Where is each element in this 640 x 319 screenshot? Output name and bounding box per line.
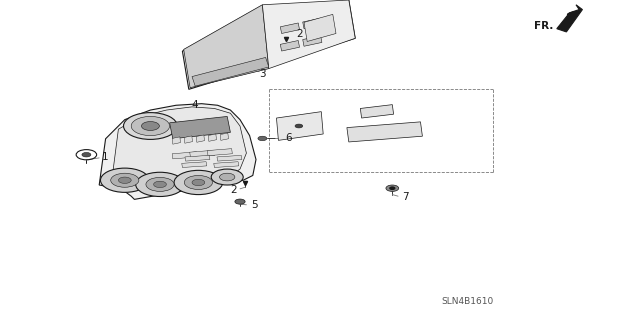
Circle shape (235, 199, 245, 204)
Circle shape (154, 181, 166, 188)
Circle shape (82, 152, 91, 157)
Circle shape (258, 136, 267, 141)
Polygon shape (207, 149, 232, 156)
Text: 3: 3 (259, 69, 266, 79)
Circle shape (141, 122, 159, 130)
Polygon shape (280, 23, 300, 33)
Circle shape (174, 170, 223, 195)
Circle shape (146, 177, 174, 191)
Polygon shape (208, 134, 216, 141)
Polygon shape (185, 155, 210, 161)
Polygon shape (172, 137, 180, 144)
Circle shape (111, 173, 139, 187)
Text: 2: 2 (296, 29, 303, 39)
Circle shape (295, 124, 303, 128)
Polygon shape (303, 18, 322, 29)
Text: 7: 7 (402, 192, 408, 202)
Text: FR.: FR. (534, 20, 554, 31)
Circle shape (386, 185, 399, 191)
Polygon shape (303, 36, 322, 46)
Circle shape (124, 113, 177, 139)
Polygon shape (280, 41, 300, 51)
Polygon shape (196, 135, 205, 142)
Circle shape (390, 187, 395, 189)
Circle shape (136, 172, 184, 197)
Polygon shape (217, 155, 242, 161)
Text: 2: 2 (230, 185, 237, 196)
Polygon shape (304, 14, 336, 41)
Circle shape (192, 179, 205, 186)
Polygon shape (262, 0, 355, 69)
Circle shape (100, 168, 149, 192)
Polygon shape (182, 162, 207, 167)
Polygon shape (192, 57, 269, 86)
Circle shape (184, 175, 212, 189)
Circle shape (211, 169, 243, 185)
Polygon shape (347, 122, 422, 142)
Polygon shape (172, 152, 197, 159)
Polygon shape (182, 0, 355, 89)
Polygon shape (276, 112, 323, 140)
Text: 5: 5 (251, 200, 257, 211)
Polygon shape (190, 150, 215, 157)
Polygon shape (99, 104, 256, 199)
Polygon shape (220, 133, 228, 140)
Polygon shape (184, 5, 269, 88)
Text: 6: 6 (285, 133, 292, 143)
Text: SLN4B1610: SLN4B1610 (441, 297, 493, 306)
Polygon shape (214, 162, 239, 167)
Circle shape (118, 177, 131, 183)
Polygon shape (360, 105, 394, 118)
Circle shape (131, 116, 170, 136)
Text: 4: 4 (192, 100, 198, 110)
Polygon shape (184, 136, 193, 143)
Text: 1: 1 (102, 152, 109, 162)
Polygon shape (112, 107, 246, 188)
Circle shape (220, 173, 235, 181)
Polygon shape (170, 116, 230, 139)
Polygon shape (557, 5, 582, 32)
